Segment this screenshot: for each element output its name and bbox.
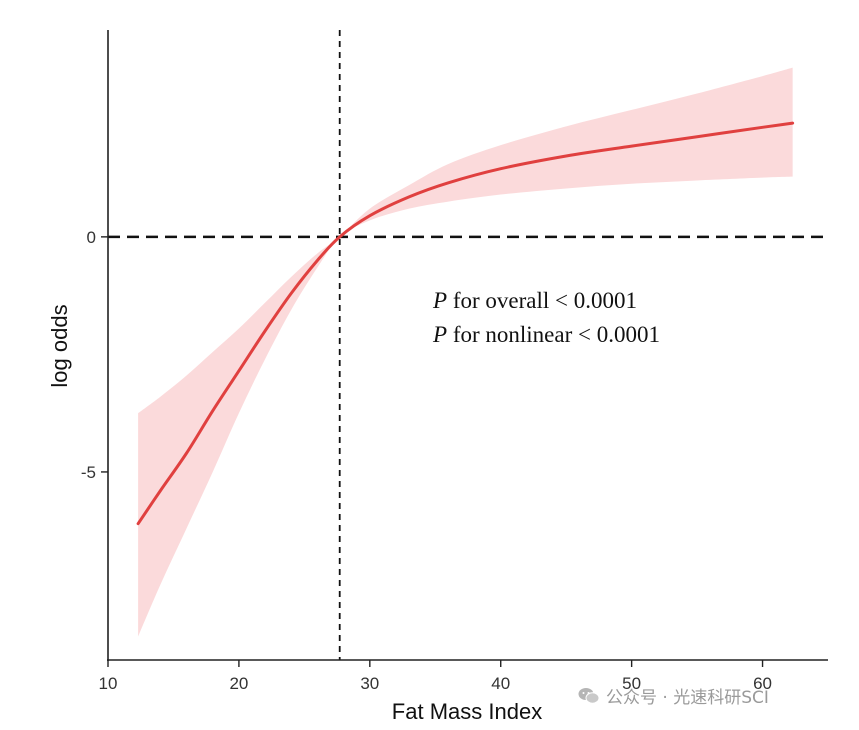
annotation-nonlinear: P for nonlinear < 0.0001: [432, 322, 660, 347]
axes: 10 20 30 40 50 60 -5 0: [81, 30, 828, 693]
wechat-icon: [578, 687, 600, 704]
y-tick-label: 0: [87, 228, 96, 247]
plot-area: [108, 30, 828, 660]
confidence-band: [138, 67, 793, 637]
x-axis-title: Fat Mass Index: [392, 699, 542, 724]
x-tick-label: 20: [229, 674, 248, 693]
x-tick-label: 40: [491, 674, 510, 693]
fitted-curve: [136, 121, 795, 526]
annotation-overall: P for overall < 0.0001: [432, 288, 637, 313]
x-tick-label: 50: [622, 674, 641, 693]
x-tick-label: 30: [360, 674, 379, 693]
x-tick-label: 60: [753, 674, 772, 693]
watermark: 公众号 · 光速科研SCI: [578, 683, 769, 708]
y-axis-title: log odds: [47, 304, 72, 387]
y-tick-label: -5: [81, 463, 96, 482]
x-tick-label: 10: [99, 674, 118, 693]
watermark-text: 公众号 · 光速科研SCI: [606, 688, 769, 708]
